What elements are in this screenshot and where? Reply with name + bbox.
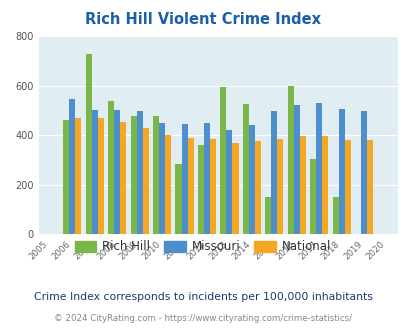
Bar <box>299 136 305 234</box>
Text: © 2024 CityRating.com - https://www.cityrating.com/crime-statistics/: © 2024 CityRating.com - https://www.city… <box>54 314 351 323</box>
Bar <box>108 101 114 234</box>
Bar <box>254 141 260 234</box>
Bar <box>181 124 187 234</box>
Bar <box>366 140 372 234</box>
Bar <box>98 118 104 234</box>
Bar <box>85 53 92 234</box>
Bar <box>175 164 181 234</box>
Bar <box>142 128 148 234</box>
Bar <box>153 115 159 234</box>
Text: Rich Hill Violent Crime Index: Rich Hill Violent Crime Index <box>85 12 320 26</box>
Bar <box>120 122 126 234</box>
Legend: Rich Hill, Missouri, National: Rich Hill, Missouri, National <box>70 236 335 258</box>
Bar <box>159 123 165 234</box>
Bar <box>197 145 203 234</box>
Bar <box>75 118 81 234</box>
Bar <box>287 86 293 234</box>
Bar <box>232 143 238 234</box>
Bar <box>69 99 75 234</box>
Bar <box>264 197 271 234</box>
Bar <box>114 110 120 234</box>
Bar <box>242 104 248 234</box>
Bar <box>315 103 322 234</box>
Bar <box>332 197 338 234</box>
Bar <box>344 140 350 234</box>
Bar <box>165 135 171 234</box>
Text: Crime Index corresponds to incidents per 100,000 inhabitants: Crime Index corresponds to incidents per… <box>34 292 371 302</box>
Bar <box>277 139 283 234</box>
Bar <box>187 138 193 234</box>
Bar <box>360 111 366 234</box>
Bar <box>136 111 142 234</box>
Bar <box>220 87 226 234</box>
Bar <box>92 110 98 234</box>
Bar <box>293 105 299 234</box>
Bar <box>248 125 254 234</box>
Bar <box>309 159 315 234</box>
Bar <box>63 120 69 234</box>
Bar <box>203 123 209 234</box>
Bar <box>130 115 136 234</box>
Bar <box>209 139 215 234</box>
Bar <box>271 111 277 234</box>
Bar <box>322 136 328 234</box>
Bar <box>338 109 344 234</box>
Bar <box>226 130 232 234</box>
